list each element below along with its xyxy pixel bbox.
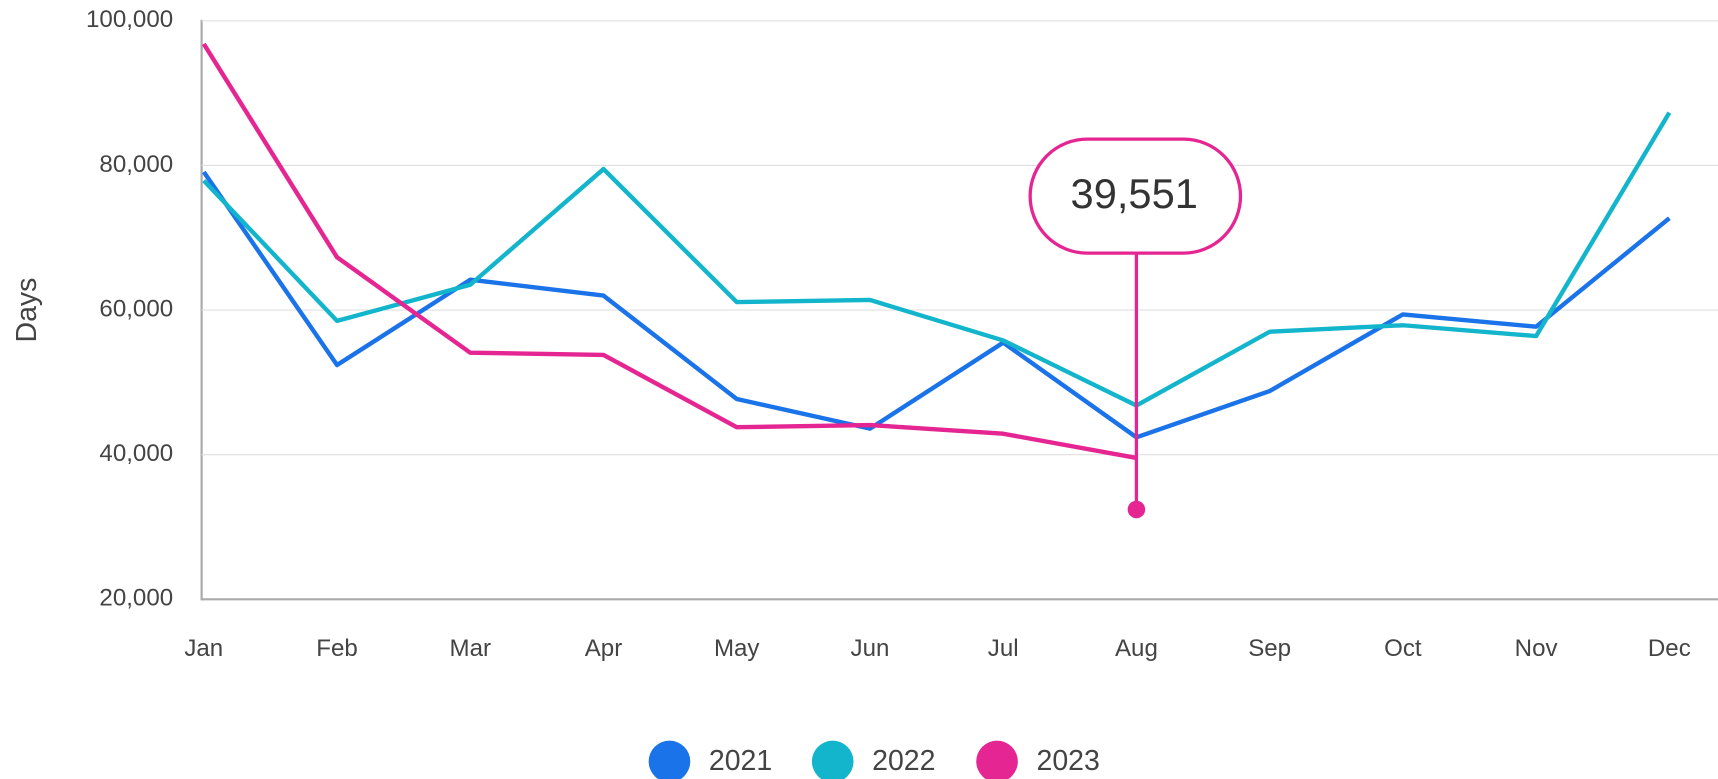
y-tick-label: 80,000	[99, 151, 173, 178]
tooltip-box	[1028, 137, 1243, 255]
y-tick-label: 40,000	[99, 440, 173, 467]
x-tick-label: Dec	[1648, 635, 1691, 662]
x-tick-label: Sep	[1248, 635, 1291, 662]
x-tick-label: Nov	[1515, 635, 1558, 662]
x-tick-label: May	[714, 635, 760, 662]
series-line	[202, 111, 1672, 408]
y-tick-label: 20,000	[99, 585, 173, 612]
tooltip-anchor	[1127, 500, 1146, 519]
y-tick-label: 60,000	[99, 295, 173, 322]
x-tick-label: Jun	[851, 635, 890, 662]
legend-label: 2022	[872, 745, 935, 777]
y-tick-label: 100,000	[86, 6, 173, 33]
x-tick-label: Jul	[988, 635, 1019, 662]
series-line	[201, 42, 1137, 461]
x-tick-label: Oct	[1384, 635, 1422, 662]
x-tick-label: Feb	[316, 635, 358, 662]
legend-swatch	[811, 740, 854, 779]
legend-label: 2021	[709, 745, 772, 777]
series-line	[202, 170, 1671, 440]
x-tick-label: Apr	[585, 635, 623, 662]
x-tick-label: Aug	[1115, 635, 1158, 662]
legend-label: 2023	[1036, 745, 1099, 777]
y-axis-label: Days	[11, 278, 43, 343]
x-tick-label: Mar	[450, 635, 492, 662]
legend-swatch	[976, 740, 1018, 779]
legend-swatch	[648, 740, 691, 779]
data-label: 39,551	[1071, 170, 1198, 217]
tooltip: 39,551	[1028, 137, 1243, 519]
x-tick-label: Jan	[184, 635, 223, 662]
